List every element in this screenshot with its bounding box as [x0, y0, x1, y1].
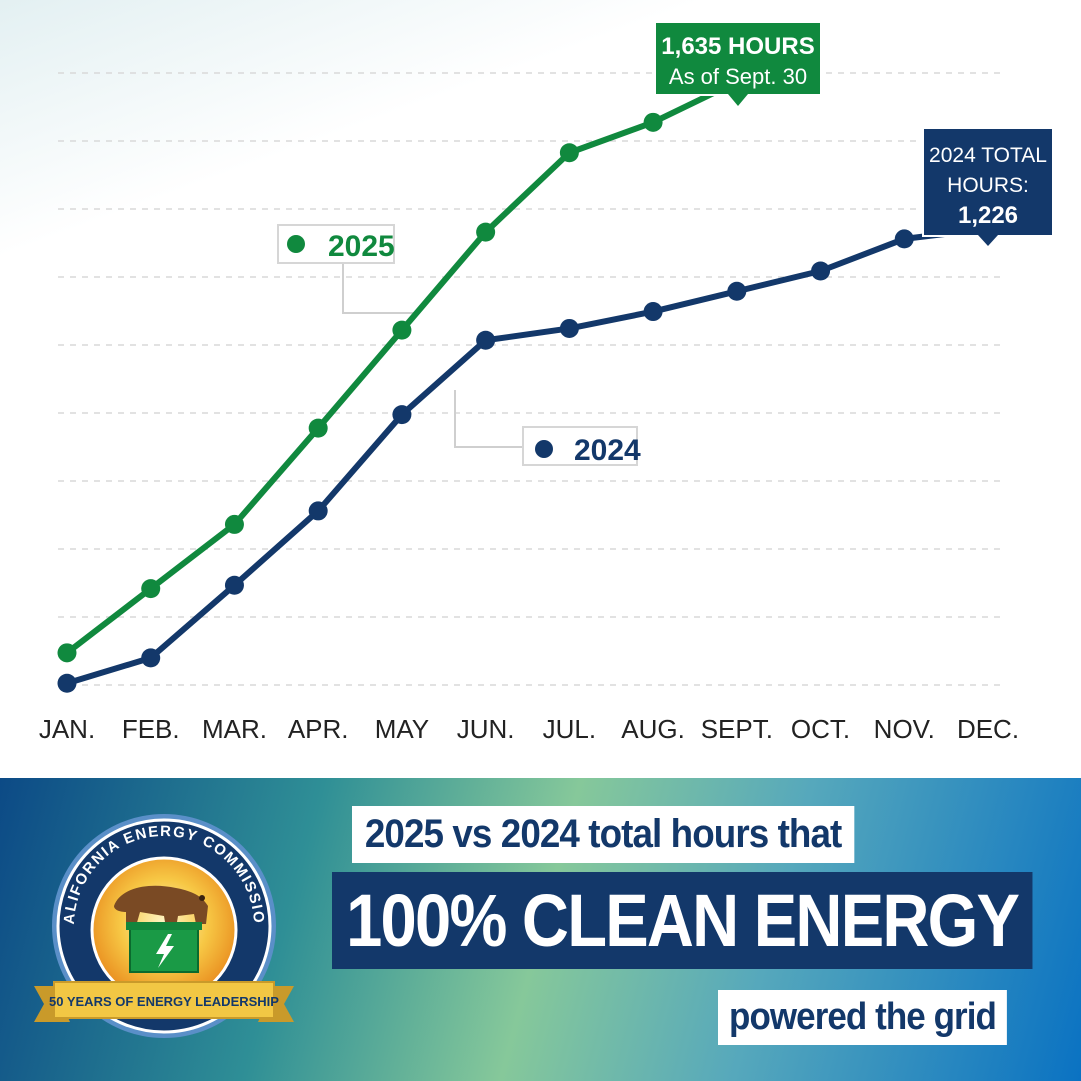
callout-2025-box — [654, 21, 822, 96]
legend-2024-marker — [535, 440, 553, 458]
x-tick-oct: OCT. — [791, 714, 850, 744]
gridlines — [58, 72, 1006, 686]
x-tick-dec: DEC. — [957, 714, 1019, 744]
point-2024-apr — [308, 501, 328, 521]
headline-line-1: 2025 vs 2024 total hours that — [352, 806, 855, 863]
legend-2024-leader — [454, 390, 523, 448]
headline-line-2: 100% CLEAN ENERGY — [332, 872, 1033, 969]
point-2025-jun — [476, 222, 496, 242]
callout-2025: 1,635 HOURS As of Sept. 30 — [654, 21, 822, 106]
point-2025-jul — [559, 143, 579, 163]
bear-icon — [114, 885, 208, 928]
point-2024-oct — [811, 261, 831, 281]
point-2024-may — [392, 405, 412, 425]
headline-line-3: powered the grid — [718, 990, 1008, 1045]
x-axis-tick-labels: JAN. FEB. MAR. APR. MAY JUN. JUL. AUG. SEPT. OCT.… — [39, 714, 1019, 744]
callout-2024-line3: 1,226 — [958, 202, 1018, 229]
cec-seal-logo: CALIFORNIA ENERGY COMMISSION 50 YEARS OF… — [30, 808, 294, 1038]
legend-leader-lines — [342, 264, 523, 448]
callout-2024-line2: HOURS: — [947, 174, 1029, 197]
seal-ribbon-text: 50 YEARS OF ENERGY LEADERSHIP — [49, 994, 279, 1009]
series-points — [57, 72, 998, 693]
callout-2025-line1: 1,635 HOURS — [661, 33, 814, 60]
battery-icon — [126, 922, 202, 973]
legend-2025-marker — [287, 235, 305, 253]
x-tick-aug: AUG. — [621, 714, 685, 744]
legend-2024-label: 2024 — [574, 434, 641, 467]
chart-area: JAN. FEB. MAR. APR. MAY JUN. JUL. AUG. SEPT. OCT.… — [0, 0, 1081, 778]
callout-2024: 2024 TOTAL HOURS: 1,226 — [922, 127, 1054, 246]
point-2025-mar — [224, 514, 244, 534]
series-line-2024 — [64, 225, 991, 687]
legend-2025-label: 2025 — [328, 230, 395, 263]
x-tick-jun: JUN. — [457, 714, 515, 744]
point-2024-aug — [643, 302, 663, 322]
callout-2024-pointer — [978, 235, 998, 246]
callout-2025-line2: As of Sept. 30 — [669, 64, 807, 89]
point-2024-jun — [476, 330, 496, 350]
x-tick-sept: SEPT. — [701, 714, 773, 744]
callout-2025-pointer — [728, 94, 748, 106]
point-2025-feb — [141, 579, 161, 599]
x-tick-feb: FEB. — [122, 714, 180, 744]
line-chart: JAN. FEB. MAR. APR. MAY JUN. JUL. AUG. SEPT. OCT.… — [39, 21, 1054, 744]
point-2025-aug — [643, 112, 663, 132]
point-2025-may — [392, 320, 412, 340]
point-2024-jul — [559, 318, 579, 338]
footer-banner: CALIFORNIA ENERGY COMMISSION 50 YEARS OF… — [0, 778, 1081, 1081]
x-tick-jan: JAN. — [39, 714, 95, 744]
x-tick-apr: APR. — [288, 714, 349, 744]
legend-2024: 2024 — [522, 426, 641, 467]
callout-2024-line1: 2024 TOTAL — [929, 144, 1047, 167]
series-line-2025 — [64, 78, 740, 656]
x-tick-jul: JUL. — [543, 714, 596, 744]
x-tick-may: MAY — [375, 714, 429, 744]
series-lines — [64, 78, 991, 687]
legend-2025: 2025 — [277, 224, 395, 264]
point-2024-nov — [894, 229, 914, 249]
point-2024-feb — [141, 648, 161, 668]
point-2024-sept — [727, 281, 747, 301]
point-2024-jan — [57, 673, 77, 693]
point-2024-mar — [224, 575, 244, 595]
seal-ribbon: 50 YEARS OF ENERGY LEADERSHIP — [34, 981, 294, 1022]
x-tick-nov: NOV. — [874, 714, 935, 744]
point-2025-jan — [57, 643, 77, 663]
x-tick-mar: MAR. — [202, 714, 267, 744]
legend-2025-leader — [342, 264, 417, 314]
point-2025-apr — [308, 418, 328, 438]
